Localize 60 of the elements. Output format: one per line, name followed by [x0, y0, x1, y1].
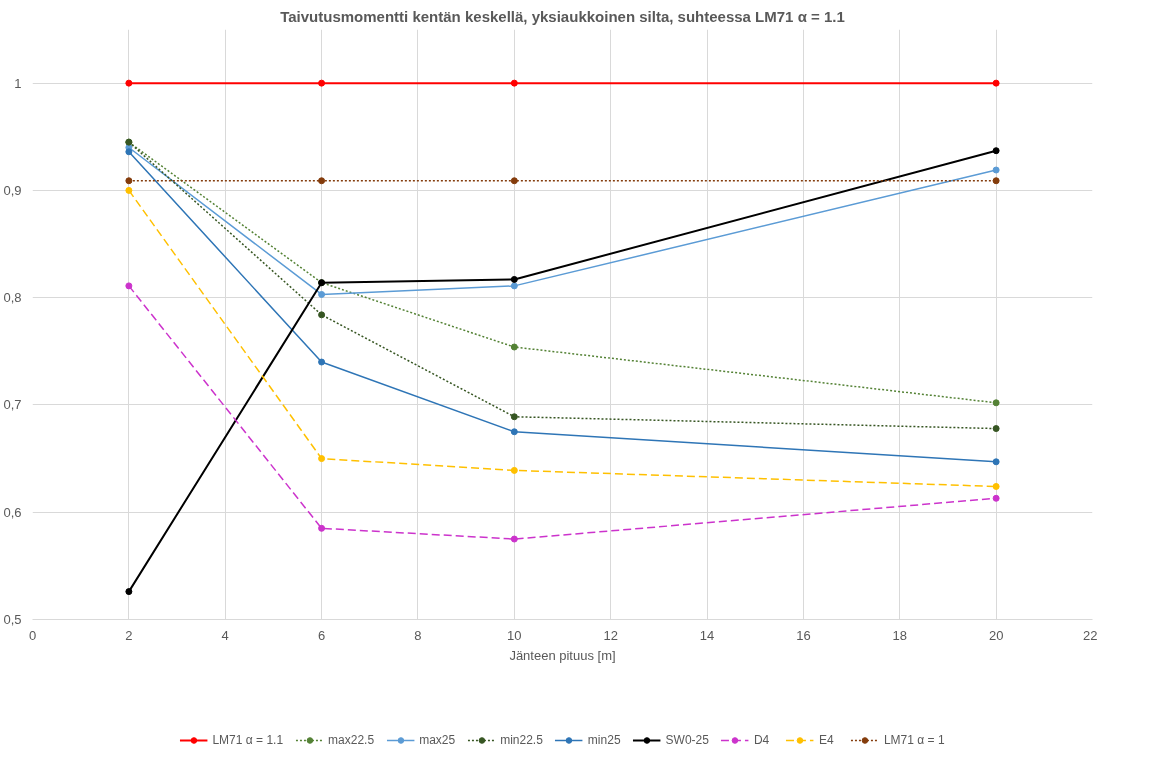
x-tick-label: 22 [1083, 627, 1098, 643]
x-tick-label: 16 [796, 627, 811, 643]
point [125, 186, 133, 194]
point [125, 282, 133, 290]
y-tick-label: 0,8 [3, 290, 22, 306]
point [318, 524, 326, 532]
point [992, 79, 1000, 87]
legend-label: min22.5 [500, 733, 543, 748]
y-tick-label: 0,5 [3, 612, 22, 627]
point [510, 413, 518, 421]
x-tick-label: 14 [699, 627, 715, 643]
point [510, 79, 518, 87]
legend-label: LM71 α = 1.1 [212, 733, 284, 748]
point [510, 275, 518, 283]
point [318, 455, 326, 463]
y-tick-label: 0,9 [3, 182, 22, 198]
point [318, 290, 326, 298]
x-tick-label: 18 [892, 627, 908, 643]
legend-label: LM71 α = 1 [883, 733, 945, 748]
point [318, 177, 326, 185]
point [318, 79, 326, 87]
point [992, 494, 1000, 502]
legend-label: D4 [753, 733, 771, 748]
point [510, 428, 518, 436]
legend-label: min25 [587, 733, 621, 748]
point [510, 177, 518, 185]
x-tick-label: 10 [507, 627, 522, 643]
point [992, 482, 1000, 490]
point [992, 399, 1000, 407]
point [510, 535, 518, 543]
x-tick-label: 4 [221, 627, 229, 643]
point [318, 358, 326, 366]
point [125, 79, 133, 87]
y-tick-label: 0,6 [3, 504, 22, 520]
x-axis-title: Jänteen pituus [m] [509, 647, 616, 663]
chart-title: Taivutusmomentti kentän keskellä, yksiaukkoinen silta, suhteessa LM71 α = 1.1 [280, 7, 845, 25]
x-tick-label: 6 [317, 627, 326, 643]
legend-label: E4 [818, 733, 835, 748]
legend-label: max22.5 [328, 733, 375, 748]
point [510, 282, 518, 290]
x-tick-label: 12 [603, 627, 618, 643]
x-tick-label: 20 [988, 627, 1004, 643]
point [318, 311, 326, 319]
legend-label: SW0-25 [665, 733, 709, 748]
point [992, 425, 1000, 433]
point [125, 177, 133, 185]
x-tick-label: 8 [414, 627, 422, 643]
point [510, 343, 518, 351]
legend-label: max25 [419, 733, 456, 748]
point [992, 458, 1000, 466]
point [992, 166, 1000, 174]
point [510, 466, 518, 474]
y-tick-label: 0,7 [3, 397, 22, 413]
point [125, 588, 133, 596]
x-tick-label: 2 [125, 627, 133, 643]
point [125, 148, 133, 156]
point [992, 147, 1000, 155]
point [992, 177, 1000, 185]
y-tick-label: 1 [14, 75, 22, 91]
x-tick-label: 0 [28, 627, 37, 643]
